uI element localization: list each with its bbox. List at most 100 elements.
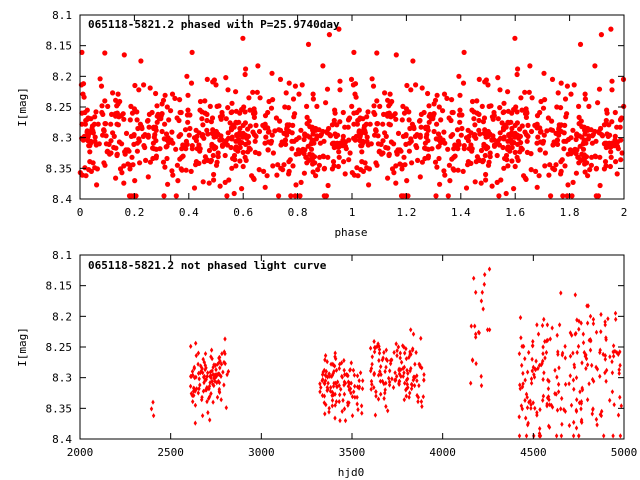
- data-point: [261, 168, 267, 174]
- data-point: [382, 395, 386, 402]
- data-point: [555, 407, 560, 413]
- data-point: [274, 172, 280, 178]
- data-point: [297, 193, 303, 199]
- data-point: [558, 171, 564, 177]
- data-point: [410, 58, 416, 64]
- data-point: [474, 361, 478, 367]
- data-point: [282, 104, 288, 110]
- x-tick-label: 4000: [429, 446, 456, 459]
- data-point: [546, 386, 551, 392]
- data-point: [409, 381, 414, 387]
- data-point: [417, 174, 423, 180]
- data-point: [275, 162, 281, 168]
- data-point: [609, 78, 615, 84]
- data-point: [567, 422, 572, 429]
- data-point: [318, 389, 322, 395]
- data-point: [210, 368, 214, 374]
- data-point: [473, 323, 477, 329]
- data-point: [549, 402, 554, 408]
- data-point: [425, 155, 431, 161]
- data-point: [576, 343, 581, 349]
- data-point: [262, 140, 268, 146]
- data-point: [211, 399, 215, 405]
- data-point: [130, 162, 136, 168]
- data-point: [519, 107, 525, 113]
- data-point: [444, 95, 450, 101]
- data-point: [217, 114, 223, 120]
- data-point: [335, 383, 339, 389]
- data-point: [121, 163, 127, 169]
- data-point: [317, 133, 323, 139]
- data-point: [344, 372, 349, 378]
- data-point: [565, 151, 571, 157]
- data-point: [528, 167, 534, 173]
- data-point: [371, 103, 377, 109]
- data-point: [556, 381, 561, 387]
- data-point: [170, 172, 176, 178]
- data-point: [405, 376, 410, 382]
- data-point: [459, 112, 465, 118]
- data-point: [197, 376, 201, 382]
- data-point: [375, 133, 381, 139]
- data-point: [183, 167, 189, 173]
- data-point: [590, 376, 595, 383]
- data-point: [370, 361, 374, 367]
- data-point: [402, 162, 408, 168]
- data-point: [330, 159, 337, 165]
- data-point: [523, 356, 527, 362]
- data-point: [323, 411, 327, 417]
- data-point: [591, 321, 596, 327]
- data-point: [134, 117, 140, 123]
- data-point: [572, 362, 576, 368]
- data-point: [162, 164, 168, 170]
- data-point: [523, 377, 527, 383]
- data-point: [324, 130, 330, 136]
- data-point: [214, 373, 219, 379]
- data-point: [369, 378, 374, 384]
- data-point: [482, 281, 486, 287]
- data-point: [385, 97, 391, 103]
- data-point: [293, 182, 299, 188]
- data-point: [272, 128, 278, 134]
- data-point: [597, 182, 603, 189]
- data-point: [377, 343, 381, 349]
- data-point: [563, 355, 567, 361]
- data-point: [204, 365, 208, 371]
- data-point: [594, 364, 598, 370]
- data-point: [582, 96, 589, 102]
- data-point: [445, 146, 451, 152]
- data-point: [384, 380, 388, 386]
- data-point: [563, 381, 568, 387]
- data-point: [603, 322, 607, 328]
- data-point: [196, 361, 200, 367]
- data-point: [217, 386, 221, 392]
- data-point: [372, 338, 376, 345]
- data-point: [94, 166, 100, 172]
- data-point: [437, 181, 443, 187]
- data-point: [401, 154, 407, 160]
- data-point: [136, 87, 142, 93]
- data-point: [414, 349, 418, 356]
- data-point: [573, 151, 579, 157]
- data-point: [224, 405, 228, 411]
- data-point: [282, 137, 288, 143]
- data-point: [357, 385, 361, 391]
- data-point: [121, 180, 127, 186]
- data-point: [354, 109, 360, 116]
- x-tick-label: 0.6: [233, 206, 253, 219]
- data-point: [562, 163, 568, 169]
- data-point: [284, 126, 290, 132]
- data-point: [372, 372, 376, 378]
- data-point: [176, 117, 182, 124]
- data-point: [194, 353, 198, 359]
- data-point: [210, 79, 216, 85]
- data-point: [579, 151, 585, 157]
- data-point: [137, 160, 143, 166]
- phased-chart-ticks: 0 0.2 0.4 0.6 0.8 1 1.2 1.4 1.6 1.8 2 8.1 8.15 8.2 8.2…: [46, 9, 628, 219]
- data-point: [579, 406, 583, 412]
- data-point: [409, 386, 414, 392]
- data-point: [388, 357, 393, 364]
- data-point: [441, 129, 447, 135]
- data-point: [331, 370, 335, 376]
- data-point: [210, 356, 214, 362]
